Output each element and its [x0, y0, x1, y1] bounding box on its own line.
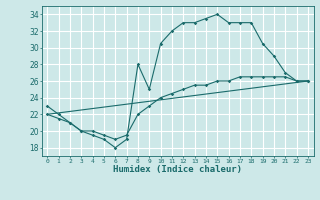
X-axis label: Humidex (Indice chaleur): Humidex (Indice chaleur) [113, 165, 242, 174]
